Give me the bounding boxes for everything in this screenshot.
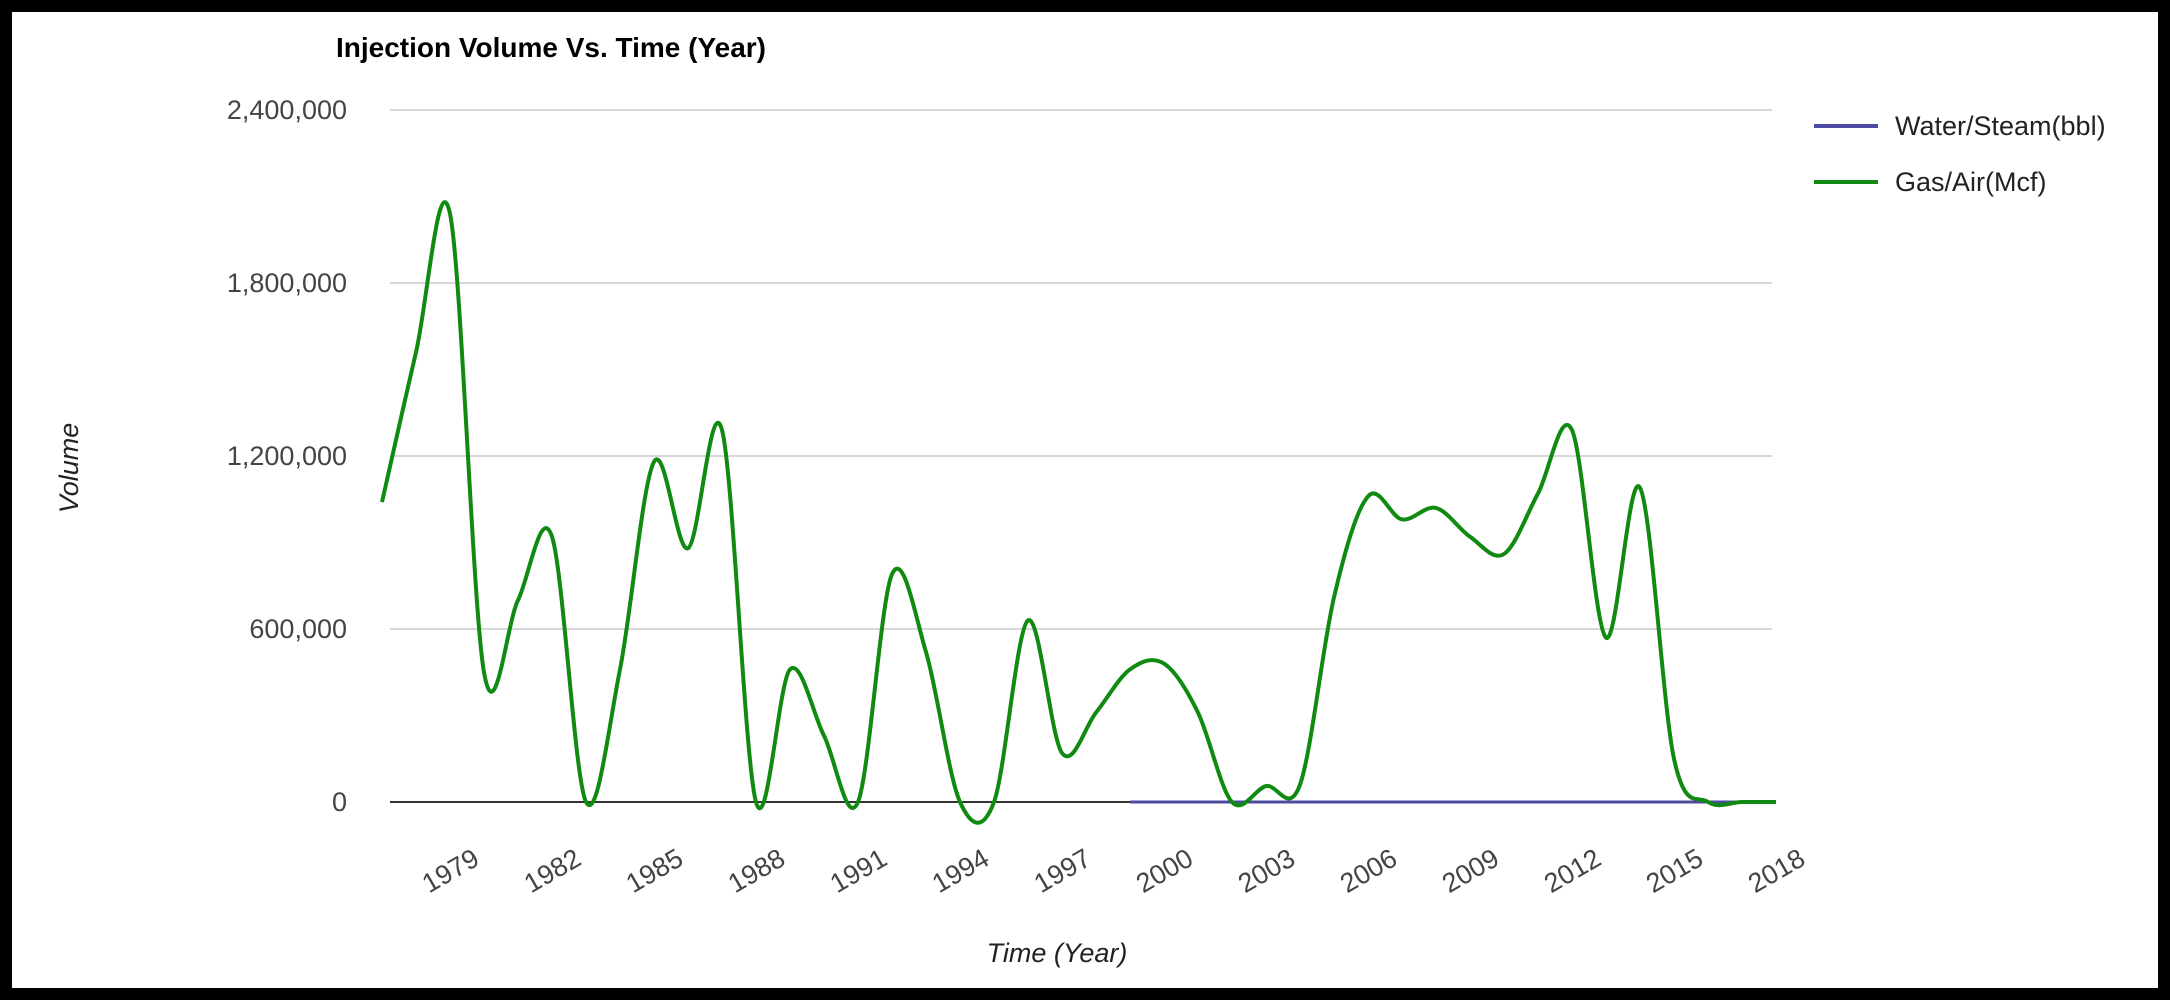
x-tick-label: 2009 [1437, 843, 1504, 899]
chart-frame: Injection Volume Vs. Time (Year) 2,400,0… [12, 12, 2158, 988]
legend-label: Gas/Air(Mcf) [1895, 167, 2047, 197]
legend-item-water-steam[interactable]: Water/Steam(bbl) [1814, 111, 2106, 141]
y-axis-ticks: 2,400,000 1,800,000 1,200,000 600,000 0 [227, 95, 347, 817]
y-tick-label: 2,400,000 [227, 95, 347, 125]
chart-title: Injection Volume Vs. Time (Year) [336, 32, 766, 63]
series-line-gas-air [380, 200, 1776, 825]
x-tick-label: 1991 [825, 843, 892, 899]
legend-item-gas-air[interactable]: Gas/Air(Mcf) [1814, 167, 2047, 197]
x-tick-label: 1988 [723, 843, 790, 899]
x-tick-label: 1997 [1029, 843, 1096, 899]
y-tick-label: 0 [332, 787, 347, 817]
x-tick-label: 1985 [621, 843, 688, 899]
x-axis-title: Time (Year) [987, 938, 1128, 968]
x-tick-label: 2012 [1539, 843, 1606, 899]
x-axis-ticks: 1979 1982 1985 1988 1991 1994 1997 2000 2003 2006… [417, 843, 1810, 899]
y-tick-label: 600,000 [249, 614, 347, 644]
series-lines [380, 200, 1776, 825]
x-tick-label: 2006 [1335, 843, 1402, 899]
x-tick-label: 2000 [1131, 843, 1198, 899]
gridlines [390, 109, 1772, 803]
x-tick-label: 1982 [519, 843, 586, 899]
x-tick-label: 1994 [927, 843, 994, 899]
x-tick-label: 2003 [1233, 843, 1300, 899]
x-tick-label: 2018 [1743, 843, 1810, 899]
legend: Water/Steam(bbl) Gas/Air(Mcf) [1814, 111, 2106, 197]
y-axis-title: Volume [54, 423, 84, 514]
x-tick-label: 2015 [1641, 843, 1708, 899]
legend-label: Water/Steam(bbl) [1895, 111, 2106, 141]
y-tick-label: 1,800,000 [227, 268, 347, 298]
x-tick-label: 1979 [417, 843, 484, 899]
y-tick-label: 1,200,000 [227, 441, 347, 471]
line-chart: Injection Volume Vs. Time (Year) 2,400,0… [54, 32, 2106, 968]
